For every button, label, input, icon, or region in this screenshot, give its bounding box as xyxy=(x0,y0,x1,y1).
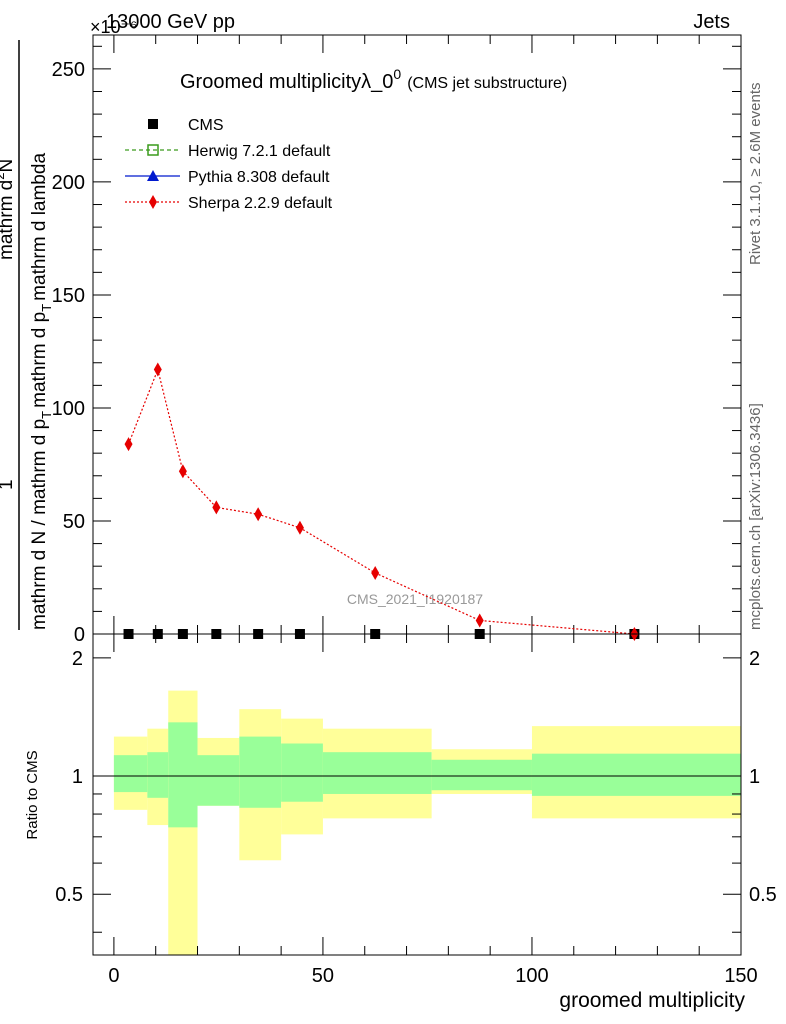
ratio-x-ticks: 0 50 100 150 xyxy=(108,634,758,987)
legend: CMS Herwig 7.2.1 default Pythia 8.308 defa… xyxy=(125,117,333,212)
legend-marker xyxy=(148,119,158,129)
ratio-y-tick-label-right: 2 xyxy=(749,648,760,670)
y-tick-label: 50 xyxy=(63,511,85,533)
ratio-inner-band xyxy=(147,752,169,798)
sherpa-point xyxy=(371,565,380,580)
x-tick-label: 100 xyxy=(515,965,548,987)
legend-label: Herwig 7.2.1 default xyxy=(188,143,331,160)
sherpa-point xyxy=(178,464,187,479)
watermark-label: CMS_2021_I1920187 xyxy=(347,591,483,607)
ratio-y-tick-label-right: 0.5 xyxy=(749,884,777,906)
y-label-lower-tail-sub: T xyxy=(39,304,54,312)
y-tick-label: 100 xyxy=(52,398,85,420)
y-label-lower-tail: mathrm d p xyxy=(29,312,50,408)
ratio-y-tick-label: 0.5 xyxy=(55,884,83,906)
ratio-inner-band xyxy=(113,755,148,793)
legend-marker xyxy=(147,170,159,181)
y-label-lower: mathrm d N / mathrm d pTmathrm d pTmathr… xyxy=(29,153,54,630)
y-label-lower-end: mathrm d lambda xyxy=(29,153,50,301)
y-label-lower-sub: T xyxy=(39,411,54,419)
x-tick-label: 150 xyxy=(724,965,757,987)
legend-label: CMS xyxy=(188,117,224,134)
sherpa-point xyxy=(475,613,484,628)
legend-label: Pythia 8.308 default xyxy=(188,169,330,186)
legend-label: Sherpa 2.2.9 default xyxy=(188,195,333,212)
y-label-upper-sup: 2 xyxy=(0,173,7,180)
main-y-axis-label: mathrm d N / mathrm d pTmathrm d pTmathr… xyxy=(0,40,54,630)
exponent-label: ×10⁻⁶ xyxy=(90,17,137,37)
y-label-upper: mathrm d2N xyxy=(0,159,17,260)
sherpa-point xyxy=(295,520,304,535)
sherpa-point xyxy=(212,500,221,515)
ratio-y-tick-label-right: 1 xyxy=(749,766,760,788)
ratio-y-axis-label: Ratio to CMS xyxy=(24,750,41,839)
ratio-inner-band xyxy=(281,743,323,802)
ratio-y-tick-label: 2 xyxy=(72,648,83,670)
y-label-upper-end: N xyxy=(0,159,17,173)
ratio-y-tick-label: 1 xyxy=(72,766,83,788)
ratio-y-ticks: 0.5 0.5 1 1 2 2 xyxy=(55,648,777,933)
ratio-inner-band xyxy=(197,755,240,806)
ratio-inner-band xyxy=(168,722,198,828)
ratio-inner-band xyxy=(322,752,432,794)
x-axis-label: groomed multiplicity xyxy=(559,989,745,1012)
ratio-bands xyxy=(113,690,741,955)
y-label-upper-main: mathrm d xyxy=(0,180,17,260)
plot-title: Groomed multiplicityλ_00 (CMS jet substru… xyxy=(180,66,567,93)
ratio-inner-band xyxy=(531,753,741,796)
main-x-ticks xyxy=(113,35,742,634)
ratio-plot-panel: 0.5 0.5 1 1 2 2 0 50 100 150 xyxy=(55,633,777,987)
x-tick-label: 50 xyxy=(312,965,334,987)
plot-subtitle: (CMS jet substructure) xyxy=(407,75,567,92)
y-label-lower-main: mathrm d N / mathrm d p xyxy=(29,419,50,630)
ratio-inner-band xyxy=(431,759,532,791)
y-label-numerator: 1 xyxy=(0,479,17,490)
plot-title-sup: 0 xyxy=(393,66,401,82)
legend-marker xyxy=(147,144,159,156)
sherpa-point xyxy=(124,437,133,452)
process-label: Jets xyxy=(693,11,730,33)
y-tick-label: 0 xyxy=(74,624,85,646)
sherpa-point xyxy=(153,362,162,377)
y-tick-label: 250 xyxy=(52,59,85,81)
energy-label: 13000 GeV pp xyxy=(106,11,235,33)
plot-title-main: Groomed multiplicityλ_0 xyxy=(180,71,393,93)
y-tick-label: 200 xyxy=(52,172,85,194)
ratio-plot-frame xyxy=(92,633,742,956)
mcplots-label: mcplots.cern.ch [arXiv:1306.3436] xyxy=(747,403,764,630)
rivet-label: Rivet 3.1.10, ≥ 2.6M events xyxy=(747,83,764,266)
x-tick-label: 0 xyxy=(108,965,119,987)
sherpa-point xyxy=(254,507,263,522)
main-y-ticks: 0 50 100 150 200 250 xyxy=(52,45,741,646)
y-tick-label: 150 xyxy=(52,285,85,307)
legend-marker xyxy=(149,195,157,209)
ratio-inner-band xyxy=(239,736,282,808)
